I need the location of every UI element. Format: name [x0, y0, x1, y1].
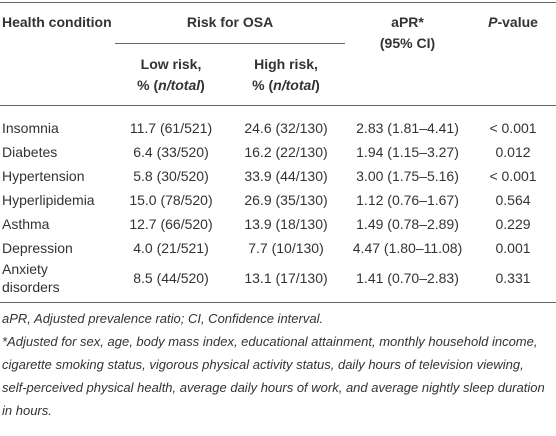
header-text: (95% CI): [379, 35, 436, 51]
table-cell: 16.2 (22/130): [244, 144, 328, 160]
table-cell: 0.331: [470, 260, 556, 303]
table-cell: Diabetes: [2, 144, 58, 160]
header-cell: Health condition: [0, 2, 115, 106]
table-cell: 3.00 (1.75–5.16): [356, 168, 459, 184]
table-cell: 1.12 (0.76–1.67): [356, 192, 459, 208]
table-cell: 7.7 (10/130): [248, 240, 324, 256]
table-cell: 26.9 (35/130): [244, 192, 328, 208]
header-text: ): [315, 77, 320, 93]
table-cell: 11.7 (61/521): [129, 120, 213, 136]
footnote: aPR, Adjusted prevalence ratio; CI, Conf…: [2, 311, 324, 326]
header-text: Low risk,: [140, 56, 202, 72]
table-row: Depression 4.0 (21/521) 7.7 (10/130) 4.47 (…: [0, 236, 556, 260]
table-row: Insomnia 11.7 (61/521) 24.6 (32/130) 2.83 (…: [0, 106, 556, 141]
table-cell: 4.47 (1.80–11.08): [352, 240, 463, 256]
table-cell: < 0.001: [489, 168, 537, 184]
table-cell: 0.564: [495, 192, 531, 208]
table-cell: Anxiety disorders: [0, 260, 115, 303]
table-cell: Asthma: [2, 216, 50, 232]
table-cell: 0.012: [495, 144, 531, 160]
header-cell: aPR* (95% CI): [345, 2, 471, 106]
table-cell: 1.41 (0.70–2.83): [345, 260, 471, 303]
table-cell: 1.94 (1.15–3.27): [356, 144, 459, 160]
table-cell: 12.7 (66/520): [129, 216, 213, 232]
table-row: Anxiety disorders 8.5 (44/520) 13.1 (17/13…: [0, 260, 556, 303]
header-text: % (: [137, 77, 159, 93]
table-row: Hypertension 5.8 (30/520) 33.9 (44/130) 3.0…: [0, 164, 556, 188]
header-text: n/total: [158, 77, 201, 93]
header-text: ): [200, 77, 205, 93]
table-row: Diabetes 6.4 (33/520) 16.2 (22/130) 1.94 (1…: [0, 140, 556, 164]
table-cell: Insomnia: [2, 120, 59, 136]
header-text: Health condition: [2, 14, 112, 30]
header-text: P: [488, 14, 498, 30]
table-cell: 0.001: [495, 240, 531, 256]
header-text: -value: [497, 14, 538, 30]
header-text: High risk,: [254, 56, 318, 72]
table-row: Hyperlipidemia 15.0 (78/520) 26.9 (35/130)…: [0, 188, 556, 212]
footnote: *Adjusted for sex, age, body mass index,…: [2, 334, 545, 418]
table-cell: Hypertension: [2, 168, 85, 184]
header-text: aPR*: [391, 14, 424, 30]
table-cell: 13.9 (18/130): [244, 216, 328, 232]
table-cell: 33.9 (44/130): [244, 168, 328, 184]
header-text: Risk for OSA: [186, 14, 274, 30]
header-text: % (: [252, 77, 274, 93]
table-cell: 8.5 (44/520): [115, 260, 227, 303]
header-text: n/total: [273, 77, 316, 93]
table-cell: < 0.001: [489, 120, 537, 136]
table-row: Asthma 12.7 (66/520) 13.9 (18/130) 1.49 (0.…: [0, 212, 556, 236]
table-cell: 0.229: [495, 216, 531, 232]
table-cell: 6.4 (33/520): [133, 144, 209, 160]
table-cell: 5.8 (30/520): [133, 168, 209, 184]
header-cell: High risk, % (n/total): [227, 43, 346, 106]
table-cell: 24.6 (32/130): [244, 120, 328, 136]
table-cell: 4.0 (21/521): [133, 240, 209, 256]
footnotes: aPR, Adjusted prevalence ratio; CI, Conf…: [0, 303, 556, 422]
header-cell: Low risk, % (n/total): [115, 43, 227, 106]
table-cell: 2.83 (1.81–4.41): [356, 120, 459, 136]
table-body: Insomnia 11.7 (61/521) 24.6 (32/130) 2.83 (…: [0, 106, 556, 303]
table-cell: 15.0 (78/520): [129, 192, 213, 208]
table-cell: 1.49 (0.78–2.89): [356, 216, 459, 232]
header-cell: P-value: [470, 2, 556, 106]
header-cell: Risk for OSA: [115, 2, 346, 44]
table-cell: 13.1 (17/130): [227, 260, 346, 303]
table: Health condition Risk for OSA aPR* (95% C…: [0, 2, 556, 303]
table-cell: Hyperlipidemia: [2, 192, 95, 208]
table-cell: Depression: [2, 240, 73, 256]
